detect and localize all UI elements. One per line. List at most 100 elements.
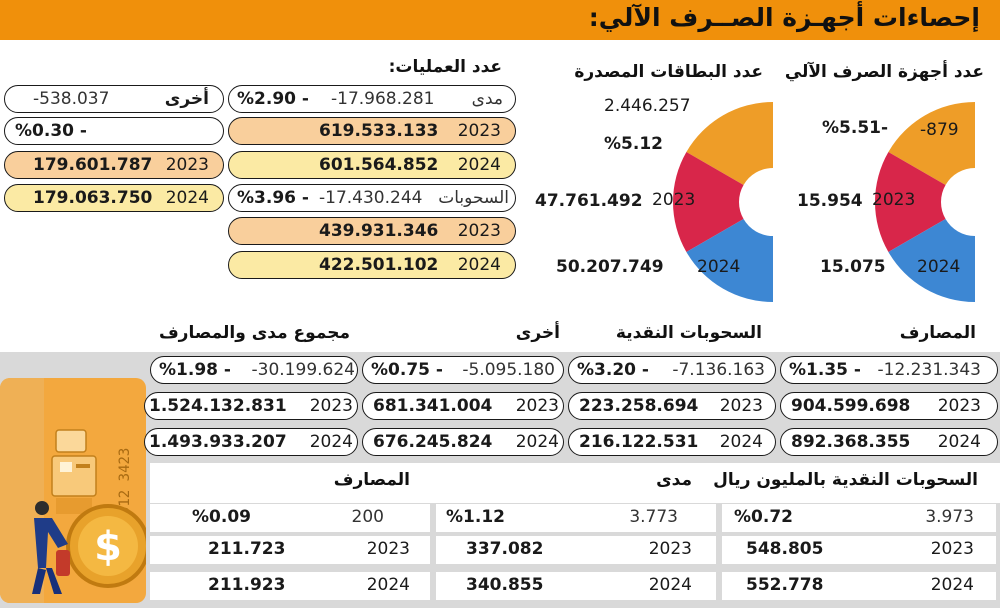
credit-card-illustration: 8 9012 3423 $ — [0, 378, 146, 603]
low-mada-2024-row: 340.855 2024 — [436, 572, 716, 600]
mid-other-2023-value: 681.341.004 — [373, 396, 493, 416]
low-mada-title: مدى — [656, 470, 692, 490]
atm-machine-icon — [51, 429, 97, 514]
ops-withdrawals-change: %3.96 - — [237, 188, 309, 208]
ops-withdrawals-2023-year: 2023 — [457, 221, 501, 241]
ops-withdrawals-2023-pill: 439.931.346 2023 — [228, 217, 516, 245]
mid-total-2024-pill: 1.493.933.207 2024 — [144, 428, 358, 456]
lower-title-strip — [150, 463, 1000, 503]
mid-cash-2024-year: 2024 — [719, 432, 763, 452]
mid-total-2024-value: 1.493.933.207 — [149, 432, 287, 452]
low-mada-2023-row: 337.082 2023 — [436, 536, 716, 564]
mid-total-change-pill: %1.98 - -30.199.624 — [150, 356, 358, 384]
mid-cash-change-pill: %3.20 - -7.136.163 — [568, 356, 776, 384]
mid-other-2024-year: 2024 — [515, 432, 559, 452]
ops-other-diff: -538.037 — [33, 89, 110, 109]
ops-other-label: أخرى — [164, 89, 209, 109]
low-banks-2024-value: 211.923 — [208, 575, 286, 595]
ops-mada-label: مدى — [471, 89, 503, 109]
mid-total-2023-year: 2023 — [309, 396, 353, 416]
ops-section-title: عدد العمليات: — [388, 57, 502, 77]
low-banks-2024-year: 2024 — [366, 575, 410, 595]
low-cash-change-row: %0.72 3.973 — [722, 504, 996, 532]
mid-total-diff: -30.199.624 — [251, 360, 355, 380]
cards-section-title: عدد البطاقات المصدرة — [574, 62, 763, 82]
ops-mada-2024-pill: 601.564.852 2024 — [228, 151, 516, 179]
atm-value-2024: 15.075 — [820, 257, 886, 277]
cards-value-2024: 50.207.749 — [556, 257, 664, 277]
mid-other-title: أخرى — [515, 323, 560, 343]
mid-total-2023-pill: 1.524.132.831 2023 — [144, 392, 358, 420]
low-banks-change-row: %0.09 200 — [150, 504, 430, 532]
ops-other-2024-pill: 179.063.750 2024 — [4, 184, 224, 212]
mid-total-title: مجموع مدى والمصارف — [158, 323, 350, 343]
ops-other-2023-pill: 179.601.787 2023 — [4, 151, 224, 179]
ops-other-change-pill: %0.30 - — [4, 117, 224, 145]
low-mada-change-row: %1.12 3.773 — [436, 504, 716, 532]
mid-cash-change: %3.20 - — [577, 360, 649, 380]
ops-withdrawals-label: السحوبات — [438, 188, 509, 208]
low-banks-2023-value: 211.723 — [208, 539, 286, 559]
ops-mada-2023-value: 619.533.133 — [319, 121, 439, 141]
mid-cash-title: السحوبات النقدية — [615, 323, 762, 343]
ops-mada-change-pill: %2.90 - -17.968.281 مدى — [228, 85, 516, 113]
mid-banks-title: المصارف — [899, 323, 976, 343]
mid-cash-2023-value: 223.258.694 — [579, 396, 699, 416]
cards-value-2023: 47.761.492 — [535, 191, 643, 211]
ops-mada-change: %2.90 - — [237, 89, 309, 109]
mid-cash-2023-year: 2023 — [719, 396, 763, 416]
mid-other-2024-value: 676.245.824 — [373, 432, 493, 452]
mid-other-diff: -5.095.180 — [462, 360, 555, 380]
mid-other-change-pill: %0.75 - -5.095.180 — [362, 356, 564, 384]
mid-total-change: %1.98 - — [159, 360, 231, 380]
svg-text:$: $ — [94, 524, 122, 570]
low-mada-2024-value: 340.855 — [466, 575, 544, 595]
mid-banks-2023-year: 2023 — [937, 396, 981, 416]
cards-diff-label: 2.446.257 — [604, 96, 691, 116]
mid-cash-diff: -7.136.163 — [672, 360, 765, 380]
mid-total-2024-year: 2024 — [309, 432, 353, 452]
ops-other-2023-value: 179.601.787 — [33, 155, 153, 175]
atm-change-label: %5.51- — [822, 118, 889, 138]
mid-banks-2023-pill: 904.599.698 2023 — [780, 392, 998, 420]
header-bar: إحصاءات أجهـزة الصــرف الآلي: — [0, 0, 1000, 40]
atm-donut-segment-2024 — [888, 219, 975, 302]
mid-cash-2024-pill: 216.122.531 2024 — [568, 428, 776, 456]
cards-donut-chart — [673, 102, 773, 302]
cards-donut-year-2023: 2023 — [652, 190, 696, 210]
ops-withdrawals-diff: -17.430.244 — [319, 188, 423, 208]
low-mada-2023-year: 2023 — [648, 539, 692, 559]
mid-banks-change-pill: %1.35 - -12.231.343 — [780, 356, 998, 384]
atm-donut-segment-2023 — [875, 152, 946, 252]
atm-donut-segment-change — [888, 102, 975, 185]
mid-cash-2024-value: 216.122.531 — [579, 432, 699, 452]
low-banks-change: %0.09 — [192, 507, 251, 527]
mid-banks-2023-value: 904.599.698 — [791, 396, 911, 416]
atm-section-title: عدد أجهزة الصرف الآلي — [784, 62, 984, 82]
low-cash-change: %0.72 — [734, 507, 793, 527]
page-title: إحصاءات أجهـزة الصــرف الآلي: — [588, 3, 980, 32]
ops-withdrawals-2024-pill: 422.501.102 2024 — [228, 251, 516, 279]
card-strip — [0, 378, 44, 603]
mid-other-2023-year: 2023 — [515, 396, 559, 416]
low-cash-2024-row: 552.778 2024 — [722, 572, 996, 600]
coin-pusher-icon: $ — [32, 501, 146, 594]
ops-other-diff-pill: -538.037 أخرى — [4, 85, 224, 113]
mid-banks-change: %1.35 - — [789, 360, 861, 380]
mid-total-2023-value: 1.524.132.831 — [149, 396, 287, 416]
ops-mada-diff: -17.968.281 — [331, 89, 435, 109]
atm-value-2023: 15.954 — [797, 191, 863, 211]
atm-donut-year-2024: 2024 — [917, 257, 961, 277]
ops-withdrawals-2024-value: 422.501.102 — [319, 255, 439, 275]
mid-cash-2023-pill: 223.258.694 2023 — [568, 392, 776, 420]
low-mada-2023-value: 337.082 — [466, 539, 544, 559]
low-cash-2024-value: 552.778 — [746, 575, 824, 595]
ops-mada-2024-year: 2024 — [457, 155, 501, 175]
mid-other-2023-pill: 681.341.004 2023 — [362, 392, 564, 420]
low-cash-2023-year: 2023 — [930, 539, 974, 559]
ops-mada-2024-value: 601.564.852 — [319, 155, 439, 175]
low-cash-2023-row: 548.805 2023 — [722, 536, 996, 564]
low-banks-2023-row: 211.723 2023 — [150, 536, 430, 564]
mid-other-change: %0.75 - — [371, 360, 443, 380]
cards-donut-year-2024: 2024 — [697, 257, 741, 277]
